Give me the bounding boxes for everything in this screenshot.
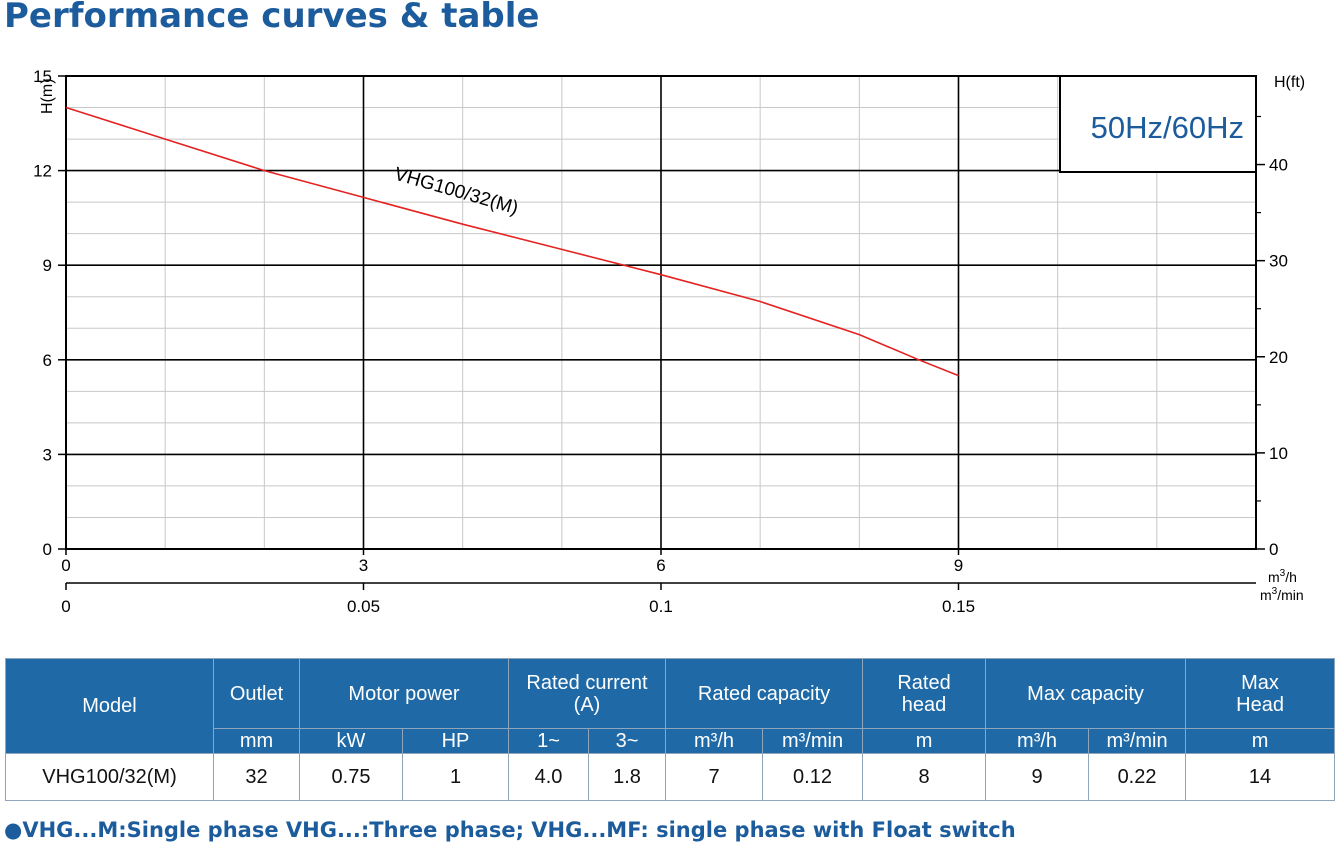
x-tick-label: 6 xyxy=(656,556,665,575)
header-max-head: Max Head xyxy=(1185,658,1336,729)
table-row: VHG100/32(M) 32 0.75 1 4.0 1.8 7 0.12 8 … xyxy=(5,753,1336,801)
cell-rated-head: 8 xyxy=(862,753,987,801)
y2-tick-label: 30 xyxy=(1269,252,1288,271)
y-tick-label: 3 xyxy=(43,445,52,464)
unit-cell: m³/min xyxy=(762,728,864,754)
axes xyxy=(58,75,1265,590)
unit-cell: m³/min xyxy=(1088,728,1187,754)
unit-cell: 3~ xyxy=(587,728,667,754)
unit-cell: kW xyxy=(299,728,403,754)
cell-outlet: 32 xyxy=(213,753,300,801)
cell-model: VHG100/32(M) xyxy=(5,753,214,801)
x2-axis-unit: m3/min xyxy=(1260,586,1304,603)
unit-cell: m³/h xyxy=(985,728,1090,754)
header-rated-capacity: Rated capacity xyxy=(665,658,864,729)
x-tick-label: 0 xyxy=(61,556,70,575)
y-tick-label: 15 xyxy=(33,67,52,86)
x2-tick-label: 0.05 xyxy=(347,597,380,616)
y-tick-label: 9 xyxy=(43,256,52,275)
frequency-box: 50Hz/60Hz xyxy=(1059,75,1257,173)
unit-cell: 1~ xyxy=(508,728,589,754)
unit-cell: mm xyxy=(213,728,300,754)
x-tick-label: 3 xyxy=(359,556,368,575)
x2-tick-label: 0.15 xyxy=(942,597,975,616)
y-tick-label: 12 xyxy=(33,162,52,181)
header-rated-head: Rated head xyxy=(862,658,987,729)
y2-tick-label: 40 xyxy=(1269,156,1288,175)
footnote: ●VHG...M:Single phase VHG...:Three phase… xyxy=(4,818,1016,842)
y2-axis-label: H(ft) xyxy=(1274,74,1305,91)
y-axis-label: H(m) xyxy=(39,78,56,114)
cell-max-capacity-min: 0.22 xyxy=(1088,753,1187,801)
x2-tick-label: 0 xyxy=(61,597,70,616)
cell-current-1ph: 4.0 xyxy=(508,753,589,801)
header-max-capacity: Max capacity xyxy=(985,658,1187,729)
y2-tick-label: 10 xyxy=(1269,444,1288,463)
header-model: Model xyxy=(5,658,214,754)
x-axis-unit: m3/h xyxy=(1268,568,1297,585)
cell-current-3ph: 1.8 xyxy=(587,753,667,801)
cell-hp: 1 xyxy=(402,753,509,801)
cell-max-capacity-h: 9 xyxy=(985,753,1090,801)
cell-kw: 0.75 xyxy=(299,753,403,801)
y2-tick-label: 0 xyxy=(1269,540,1278,559)
spec-table: Model Outlet Motor power Rated current (A… xyxy=(5,658,1336,801)
x-tick-label: 9 xyxy=(954,556,963,575)
page-title: Performance curves & table xyxy=(4,0,540,36)
y-tick-label: 6 xyxy=(43,351,52,370)
y2-tick-label: 20 xyxy=(1269,348,1288,367)
header-rated-current: Rated current (A) xyxy=(507,658,667,729)
series-layer: VHG100/32(M) xyxy=(65,106,959,377)
x2-tick-label: 0.1 xyxy=(649,597,673,616)
unit-cell: m³/h xyxy=(665,728,764,754)
series-line xyxy=(65,106,959,377)
unit-cell: m xyxy=(862,728,987,754)
cell-rated-capacity-h: 7 xyxy=(665,753,764,801)
header-motor-power: Motor power xyxy=(299,658,509,729)
cell-max-head: 14 xyxy=(1185,753,1336,801)
frequency-label: 50Hz/60Hz xyxy=(1091,110,1244,145)
unit-cell: m xyxy=(1185,728,1336,754)
table-header-row: Model Outlet Motor power Rated current (A… xyxy=(5,658,1336,754)
unit-cell: HP xyxy=(402,728,509,754)
y-tick-label: 0 xyxy=(43,540,52,559)
cell-rated-capacity-min: 0.12 xyxy=(762,753,864,801)
header-outlet: Outlet xyxy=(213,658,300,729)
tick-labels: 0 3 6 9 12 15 0 10 20 30 40 0 3 6 9 0 0.05 0.1 0.15 xyxy=(33,67,1288,616)
